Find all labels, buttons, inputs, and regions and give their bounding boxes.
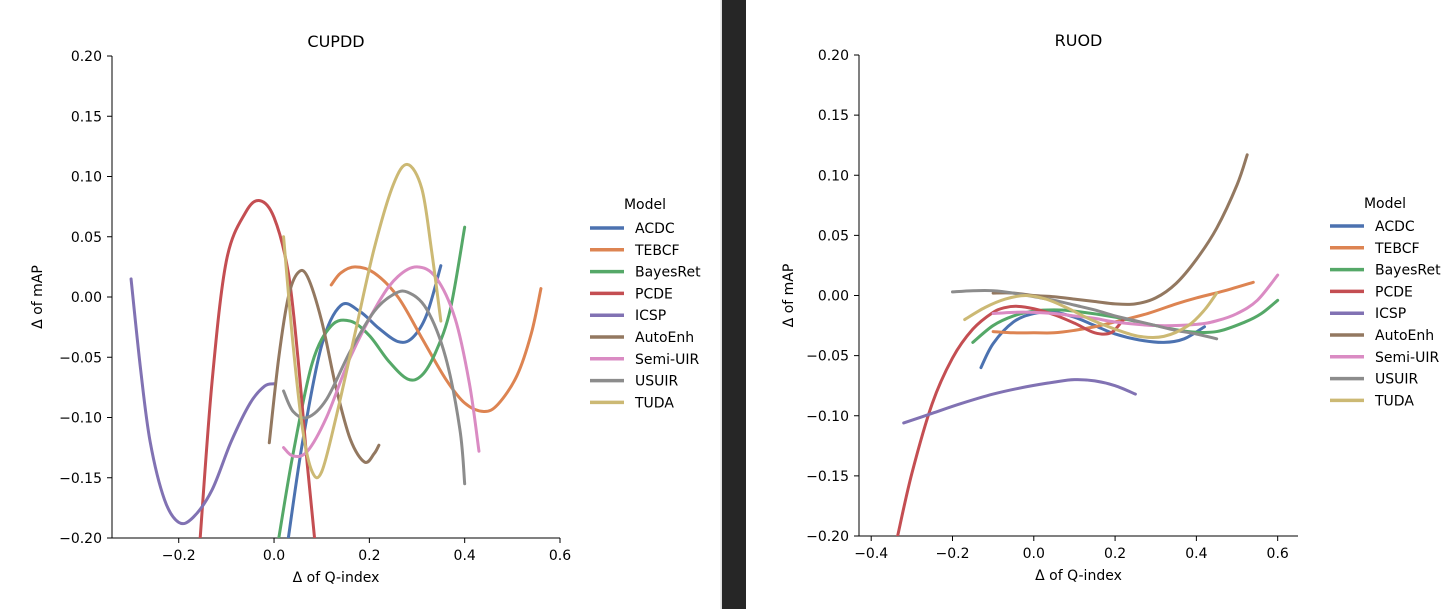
window-divider (722, 0, 746, 609)
x-tick-label: 0.2 (1104, 546, 1126, 562)
legend-label-usuir: USUIR (1375, 372, 1419, 388)
y-tick-label: 0.00 (71, 290, 102, 306)
y-tick-label: −0.15 (806, 469, 849, 485)
series-line-usuir (282, 289, 467, 486)
y-tick-label: −0.20 (59, 531, 102, 547)
x-tick-label: 0.6 (1267, 546, 1289, 562)
series-line-tebcf (329, 265, 543, 413)
legend-label-pcde: PCDE (635, 286, 673, 302)
chart-title: CUPDD (307, 32, 364, 51)
x-tick-label: 0.0 (1023, 546, 1045, 562)
y-tick-label: 0.10 (71, 170, 102, 186)
y-axis-label: Δ of mAP (781, 264, 797, 328)
legend-label-usuir: USUIR (635, 374, 679, 390)
legend-label-tebcf: TEBCF (634, 243, 680, 259)
series-line-autoenh (267, 268, 381, 464)
legend-label-tuda: TUDA (1374, 393, 1414, 409)
legend-label-semi-uir: Semi-UIR (1375, 350, 1439, 366)
legend-label-icsp: ICSP (635, 308, 666, 324)
x-tick-label: 0.0 (263, 548, 285, 564)
legend-label-semi-uir: Semi-UIR (635, 352, 699, 368)
x-tick-label: 0.6 (549, 548, 571, 564)
series-line-tuda (282, 162, 443, 480)
x-tick-label: 0.2 (358, 548, 380, 564)
y-tick-label: 0.05 (71, 230, 102, 246)
legend-title: Model (1364, 196, 1406, 212)
x-tick-label: 0.4 (1185, 546, 1207, 562)
legend-label-pcde: PCDE (1375, 284, 1413, 300)
series-line-acdc (979, 310, 1207, 370)
y-tick-label: −0.15 (59, 471, 102, 487)
y-tick-label: 0.15 (818, 108, 849, 124)
y-axis-label: Δ of mAP (30, 265, 46, 329)
x-axis-label: Δ of Q-index (1035, 568, 1122, 584)
chart-title: RUOD (1055, 31, 1103, 50)
legend-label-tuda: TUDA (634, 395, 674, 411)
cupdd-chart: CUPDD −0.20 −0.15 −0.10 −0.05 0.00 0.05 0.10 0.1… (30, 32, 701, 586)
y-tick-label: −0.10 (806, 409, 849, 425)
legend-label-autoenh: AutoEnh (635, 330, 694, 346)
x-axis-label: Δ of Q-index (293, 570, 380, 586)
series-group (896, 153, 1280, 536)
legend-label-acdc: ACDC (1375, 219, 1415, 235)
ruod-chart-panel: RUOD −0.20 −0.15 −0.10 −0.05 0.00 0.05 0.10 0.15… (746, 0, 1456, 609)
x-tick-label: −0.4 (854, 546, 888, 562)
series-group (129, 162, 543, 538)
y-tick-label: −0.20 (806, 529, 849, 545)
y-tick-label: 0.20 (71, 49, 102, 65)
series-line-autoenh (991, 153, 1249, 306)
ruod-chart: RUOD −0.20 −0.15 −0.10 −0.05 0.00 0.05 0.10 0.15… (781, 31, 1441, 584)
y-tick-label: −0.05 (806, 349, 849, 365)
y-tick-label: 0.05 (818, 228, 849, 244)
legend-label-tebcf: TEBCF (1374, 241, 1420, 257)
series-line-semi-uir (991, 273, 1280, 328)
legend-label-bayesret: BayesRet (1375, 263, 1441, 279)
y-tick-label: 0.20 (818, 48, 849, 64)
series-line-icsp (129, 277, 276, 526)
x-tick-label: −0.2 (935, 546, 969, 562)
y-tick-label: −0.10 (59, 411, 102, 427)
legend-title: Model (624, 197, 666, 213)
series-line-pcde (198, 198, 317, 538)
series-line-tuda (963, 291, 1219, 340)
series-line-bayesret (277, 225, 467, 538)
series-line-usuir (950, 288, 1219, 341)
y-tick-label: 0.15 (71, 109, 102, 125)
x-tick-label: −0.2 (162, 548, 196, 564)
x-tick-label: 0.4 (454, 548, 476, 564)
y-tick-label: 0.00 (818, 289, 849, 305)
legend-label-icsp: ICSP (1375, 306, 1406, 322)
y-tick-label: 0.10 (818, 168, 849, 184)
legend-label-bayesret: BayesRet (635, 265, 701, 281)
legend-label-acdc: ACDC (635, 221, 675, 237)
legend-label-autoenh: AutoEnh (1375, 328, 1434, 344)
series-line-icsp (902, 378, 1137, 425)
y-tick-label: −0.05 (59, 350, 102, 366)
cupdd-chart-panel: CUPDD −0.20 −0.15 −0.10 −0.05 0.00 0.05 0.10 0.1… (0, 0, 722, 609)
series-line-pcde (896, 304, 1125, 536)
